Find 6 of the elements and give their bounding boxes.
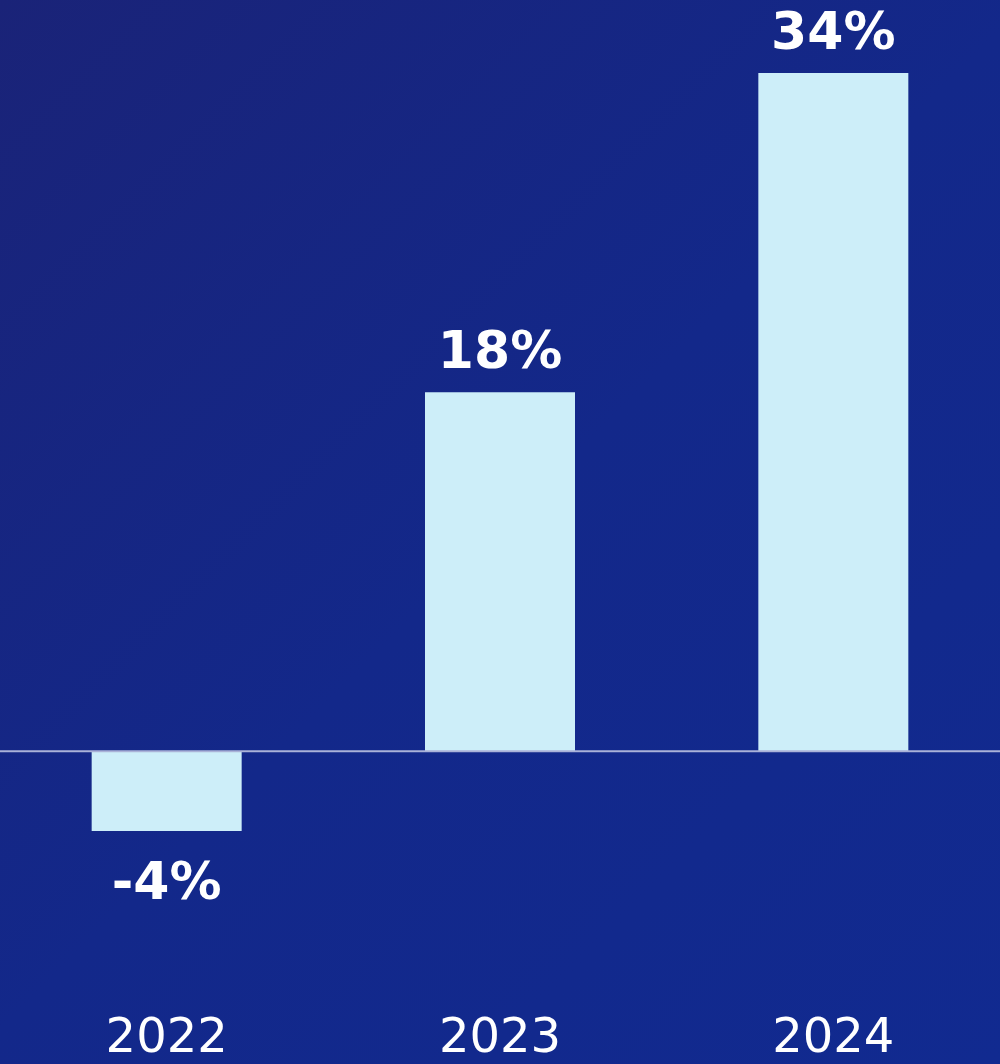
data-label: 34%: [771, 0, 896, 61]
x-tick-label: 2022: [105, 1007, 228, 1064]
data-label: -4%: [111, 850, 222, 911]
data-label: 18%: [437, 319, 563, 380]
x-tick-label: 2024: [772, 1007, 895, 1064]
x-tick-label: 2023: [438, 1007, 562, 1064]
